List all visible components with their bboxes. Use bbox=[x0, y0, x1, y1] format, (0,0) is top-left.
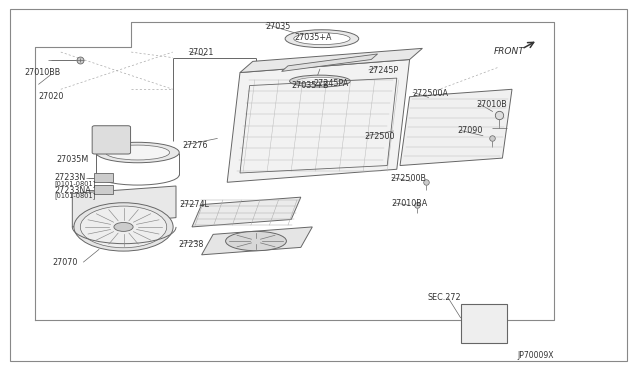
Bar bbox=[94, 185, 113, 194]
Text: 272500A: 272500A bbox=[413, 89, 449, 97]
Text: 272500: 272500 bbox=[365, 132, 396, 141]
Text: 27035+A: 27035+A bbox=[294, 33, 332, 42]
Polygon shape bbox=[240, 48, 422, 73]
Text: 27276: 27276 bbox=[182, 141, 208, 150]
Polygon shape bbox=[227, 60, 410, 182]
Ellipse shape bbox=[226, 231, 287, 251]
Text: 27245P: 27245P bbox=[368, 66, 398, 75]
Text: 27020: 27020 bbox=[38, 92, 64, 101]
Text: [0101-0801]: [0101-0801] bbox=[54, 180, 95, 187]
Ellipse shape bbox=[81, 206, 167, 248]
Text: [0101-0801]: [0101-0801] bbox=[54, 193, 95, 199]
Polygon shape bbox=[282, 54, 378, 71]
Text: 27090: 27090 bbox=[458, 126, 483, 135]
Text: 27021: 27021 bbox=[189, 48, 214, 57]
Text: 27238: 27238 bbox=[178, 240, 204, 249]
Text: FRONT: FRONT bbox=[493, 47, 524, 56]
Text: SEC.272: SEC.272 bbox=[428, 293, 461, 302]
Text: 27070: 27070 bbox=[52, 258, 78, 267]
Polygon shape bbox=[72, 186, 176, 227]
Text: JP70009X: JP70009X bbox=[517, 351, 554, 360]
Text: 27035+B: 27035+B bbox=[291, 81, 329, 90]
Ellipse shape bbox=[290, 75, 351, 87]
FancyBboxPatch shape bbox=[92, 126, 131, 154]
Text: 27035: 27035 bbox=[266, 22, 291, 31]
Text: 27035M: 27035M bbox=[56, 155, 88, 164]
Text: 27010BB: 27010BB bbox=[24, 68, 61, 77]
Bar bbox=[94, 173, 113, 182]
Ellipse shape bbox=[96, 142, 179, 163]
Polygon shape bbox=[400, 89, 512, 166]
Ellipse shape bbox=[294, 33, 350, 45]
Text: 27274L: 27274L bbox=[179, 200, 209, 209]
Text: 27010B: 27010B bbox=[477, 100, 508, 109]
Polygon shape bbox=[192, 197, 301, 227]
Ellipse shape bbox=[106, 145, 170, 160]
Polygon shape bbox=[202, 227, 312, 255]
Ellipse shape bbox=[74, 203, 173, 251]
Text: 27233N: 27233N bbox=[54, 173, 86, 182]
Ellipse shape bbox=[114, 222, 133, 231]
Text: 27233NA: 27233NA bbox=[54, 186, 91, 195]
Text: 27010BA: 27010BA bbox=[392, 199, 428, 208]
Bar bbox=[461, 304, 507, 343]
Text: 27245PA: 27245PA bbox=[314, 79, 349, 88]
Text: 272500B: 272500B bbox=[390, 174, 426, 183]
Ellipse shape bbox=[297, 77, 343, 85]
Ellipse shape bbox=[285, 30, 359, 48]
